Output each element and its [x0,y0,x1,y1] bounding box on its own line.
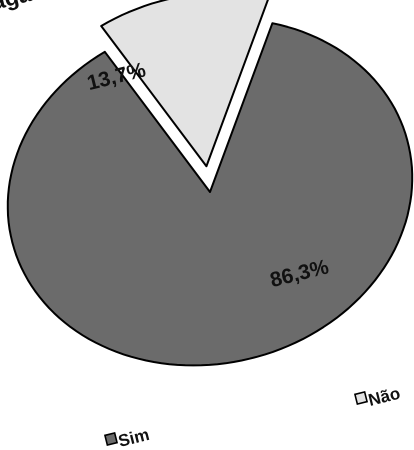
legend-label-nao: Não [366,384,402,410]
legend-item-sim: Sim [103,425,151,450]
pie-slice-sim [6,22,414,367]
legend-item-nao: Não [353,384,402,410]
pie-slice-no [100,0,269,168]
legend-swatch-sim [103,431,119,447]
pie-slices [6,0,414,367]
chart-title: agame [0,0,66,15]
legend-swatch-nao [353,390,369,406]
legend-label-sim: Sim [116,425,151,450]
